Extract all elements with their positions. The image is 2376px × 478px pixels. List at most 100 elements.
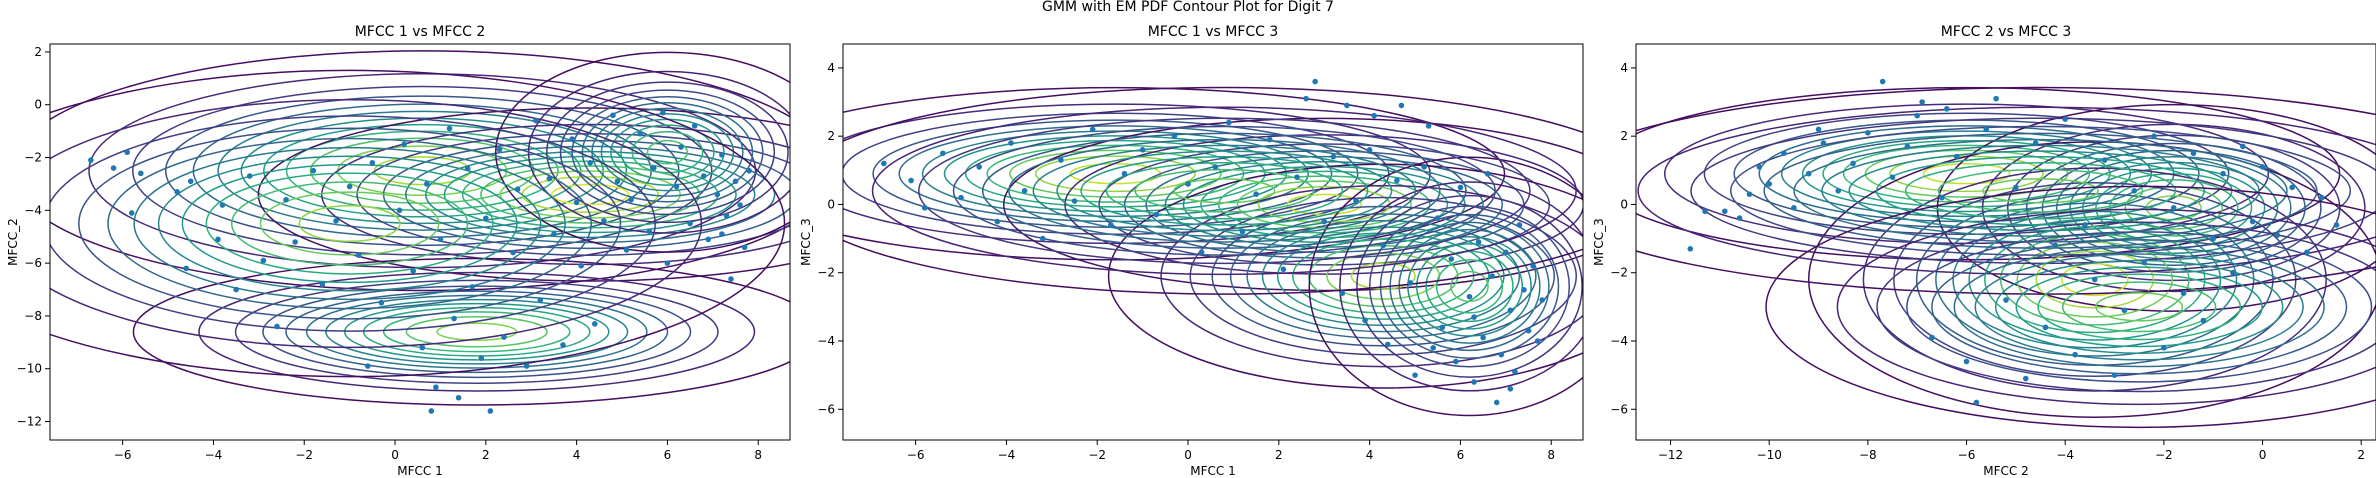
data-point: [737, 202, 743, 208]
contour-line: [1904, 162, 2177, 220]
y-tick-label: −2: [24, 151, 42, 165]
contour-line: [1276, 232, 1490, 320]
contour-line: [425, 150, 756, 239]
x-tick-label: −2: [2155, 448, 2173, 462]
data-point: [1820, 140, 1827, 146]
data-point: [637, 130, 643, 137]
data-point: [1366, 147, 1373, 153]
data-point: [2161, 345, 2167, 351]
data-point: [1534, 338, 1541, 344]
y-tick-label: −4: [1610, 334, 1628, 348]
data-point: [1330, 153, 1337, 160]
contour-line: [1407, 235, 1532, 337]
data-point: [1362, 317, 1368, 324]
contour-line: [1836, 208, 2376, 406]
x-tick-label: 0: [2259, 448, 2267, 462]
contour-line: [2061, 281, 2217, 333]
data-point: [124, 149, 130, 156]
contour-line: [1229, 213, 1537, 340]
contour-line: [1435, 259, 1504, 314]
data-point: [1939, 194, 1945, 201]
subplot-title: MFCC 2 vs MFCC 3: [1941, 24, 2072, 40]
data-point: [292, 239, 298, 245]
contour-line: [1415, 243, 1524, 330]
data-point: [2121, 307, 2128, 314]
contour-line: [1286, 193, 1363, 216]
contour-line: [1160, 184, 1583, 368]
contour-line: [133, 146, 566, 301]
data-point: [1071, 198, 1078, 204]
contour-line: [1032, 144, 1417, 237]
contour-line: [1937, 168, 2144, 213]
data-point: [651, 165, 657, 171]
data-point: [2131, 187, 2138, 194]
data-point: [1185, 181, 1191, 187]
contour-line: [1350, 262, 1416, 290]
axes-frame: [1635, 43, 2376, 441]
contour-line: [1876, 221, 2376, 393]
data-point: [2240, 143, 2246, 150]
x-tick-label: 6: [1457, 448, 1465, 462]
data-point: [2259, 164, 2266, 170]
x-tick-label: 4: [1366, 448, 1374, 462]
data-point: [1303, 95, 1309, 102]
data-point: [614, 178, 621, 185]
data-point: [2289, 184, 2295, 191]
data-point: [1471, 379, 1477, 385]
gmm-component-5-contours: [843, 86, 1583, 295]
data-point: [610, 112, 616, 119]
data-point: [246, 173, 253, 179]
contour-line: [2060, 262, 2129, 297]
data-point: [2111, 372, 2118, 378]
x-tick-label: 8: [754, 448, 762, 462]
contour-line: [325, 298, 629, 365]
y-tick-label: 0: [827, 197, 835, 211]
gmm-component-5-contours: [50, 69, 786, 378]
data-point: [587, 160, 594, 166]
data-point: [1973, 399, 1980, 406]
plot-area: [50, 50, 790, 414]
contour-line: [1765, 185, 2376, 429]
data-point: [741, 244, 748, 251]
y-axis-label: MFCC_2: [6, 218, 20, 266]
data-point: [2210, 235, 2216, 242]
contour-line: [2015, 266, 2263, 348]
contour-line: [1780, 130, 2153, 218]
x-tick-label: −2: [1088, 448, 1106, 462]
contour-line: [198, 271, 756, 392]
data-point: [537, 297, 544, 303]
data-point: [110, 165, 117, 171]
contour-line: [1134, 168, 1315, 213]
data-point: [1475, 239, 1482, 245]
contour-line: [1211, 205, 1556, 347]
contour-line: [1398, 228, 1541, 344]
data-point: [2180, 290, 2187, 297]
data-point: [976, 164, 982, 170]
data-point: [1139, 147, 1146, 153]
contour-line: [546, 81, 789, 224]
data-point: [1507, 307, 1514, 314]
data-point: [1919, 99, 1925, 105]
contour-line: [132, 85, 713, 256]
contour-line: [646, 139, 689, 165]
data-point: [283, 196, 289, 203]
data-point: [660, 109, 666, 116]
contour-line: [843, 86, 1583, 295]
data-point: [623, 247, 630, 253]
y-tick-label: 0: [34, 98, 42, 112]
scatter-points: [881, 78, 1545, 406]
axes-frame: [49, 43, 791, 441]
contour-line: [1003, 117, 1583, 292]
data-point: [2022, 375, 2029, 382]
data-point: [437, 236, 444, 243]
contour-line: [262, 285, 692, 379]
data-point: [560, 342, 566, 348]
data-point: [746, 167, 752, 174]
data-point: [1434, 215, 1441, 221]
data-point: [274, 323, 280, 330]
data-point: [921, 205, 928, 211]
contour-line: [50, 98, 703, 349]
contour-line: [1984, 225, 2206, 334]
data-point: [578, 262, 584, 269]
contour-line: [298, 205, 401, 242]
